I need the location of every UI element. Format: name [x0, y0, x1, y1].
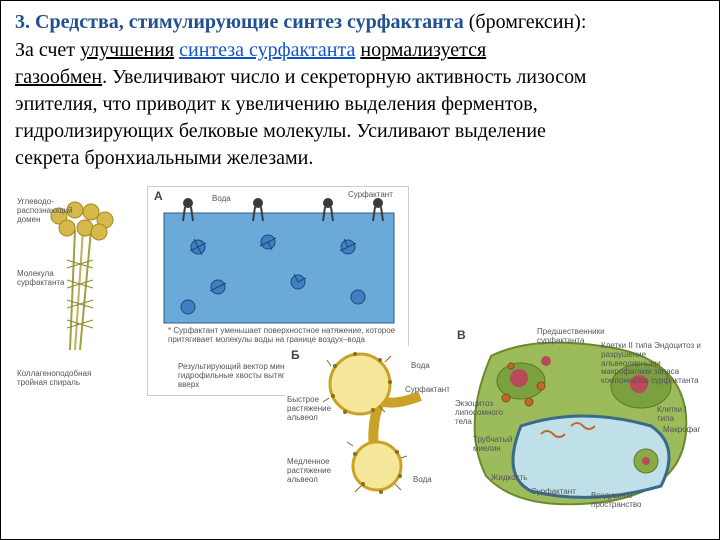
line5: гидролизирующих белковые молекулы. Усили…	[15, 118, 705, 145]
label-surf-top: Сурфактант	[348, 191, 393, 200]
label-macro: Макрофаг	[663, 426, 703, 435]
panel-b-title: А	[154, 189, 163, 203]
line3: газообмен. Увеличивают число и секреторн…	[15, 64, 705, 91]
main-text: 3. Средства, стимулирующие синтез сурфак…	[15, 9, 705, 172]
label-c-surf: Сурфактант	[405, 386, 450, 395]
caption-1: * Сурфактант уменьшает поверхностное нат…	[168, 327, 398, 345]
line2: За счет улучшения синтеза сурфактанта но…	[15, 37, 705, 64]
label-fast: Быстрое растяжение альвеол	[287, 396, 333, 422]
label-cell2: Клетки II типа Эндоцитоз и разрушение ал…	[601, 342, 701, 386]
label-water-top: Вода	[212, 195, 231, 204]
heading-plain: (бромгексин):	[464, 11, 587, 33]
line4: эпителия, что приводит к увеличению выде…	[15, 91, 705, 118]
heading-line: 3. Средства, стимулирующие синтез сурфак…	[15, 9, 705, 36]
label-c-water: Вода	[411, 362, 430, 371]
label-tub: Трубчатый миелин	[473, 436, 521, 454]
panel-alveoli: Б Вода Сурфактант Быст	[285, 346, 455, 516]
panel-cells: В Предшест	[451, 326, 701, 512]
label-d-surf: Сурфактант	[531, 488, 576, 497]
panel-molecule: Углеводо- распознающий домен Молекула су…	[15, 190, 145, 390]
label-slow: Медленное растяжение альвеол	[287, 458, 337, 484]
heading-bold: 3. Средства, стимулирующие синтез сурфак…	[15, 11, 464, 33]
label-air: Воздушное пространство	[591, 492, 651, 510]
line6: секрета бронхиальными железами.	[15, 145, 705, 172]
label-exo: Экзоцитоз липосомного тела	[455, 400, 503, 426]
underline-2: нормализуется	[360, 39, 486, 61]
alveoli-svg	[285, 346, 455, 516]
label-domain: Углеводо- распознающий домен	[17, 198, 72, 224]
label-c-water2: Вода	[413, 476, 432, 485]
label-molecule: Молекула сурфактанта	[17, 270, 67, 288]
underline-3: газообмен	[15, 66, 102, 88]
label-cell1: Клетки I типа	[657, 406, 701, 424]
diagram-area: Углеводо- распознающий домен Молекула су…	[15, 186, 705, 516]
label-helix: Коллагеноподобная тройная спираль	[17, 370, 117, 388]
panel-c-title: Б	[291, 348, 300, 362]
label-liq: Жидкость	[491, 474, 527, 483]
link-synthesis: синтеза сурфактанта	[179, 39, 355, 61]
panel-d-title: В	[457, 328, 466, 342]
underline-1: улучшения	[80, 39, 174, 61]
